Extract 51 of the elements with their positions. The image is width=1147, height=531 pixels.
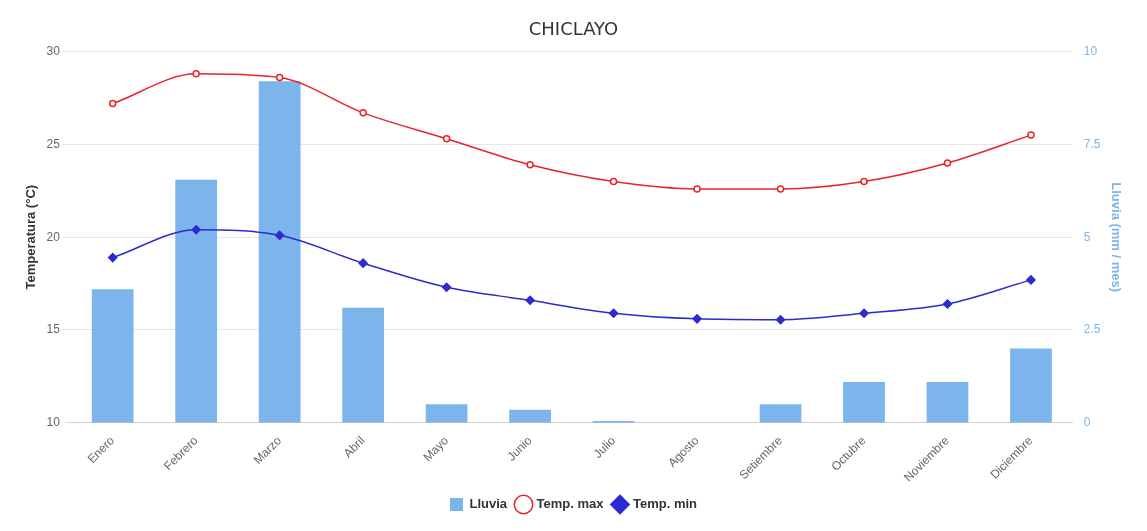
y-tick-label: 30 [46, 43, 61, 58]
point [692, 314, 702, 324]
bar [425, 404, 468, 423]
bar [258, 81, 301, 423]
point [274, 230, 285, 241]
bar [175, 179, 218, 423]
point [192, 70, 200, 78]
y2-tick-label: 2.5 [1083, 322, 1101, 337]
point [1027, 131, 1035, 139]
bar [926, 381, 969, 423]
point [358, 258, 368, 268]
point [775, 315, 786, 325]
y-tick-label: 15 [46, 322, 61, 337]
chart-title: CHICLAYO [528, 18, 619, 40]
point [943, 159, 952, 167]
point [441, 282, 452, 293]
point [776, 185, 785, 193]
y2-axis-title: Lluvia (mm / mes) [1108, 182, 1124, 293]
y2-tick-label: 0 [1083, 415, 1091, 430]
bar [509, 409, 551, 423]
y-tick-label: 10 [46, 415, 61, 430]
point [608, 308, 619, 319]
bar [759, 404, 802, 423]
point [1026, 275, 1036, 285]
point [693, 185, 701, 193]
y-tick-label: 25 [46, 136, 61, 151]
bar [342, 307, 384, 423]
point [442, 135, 451, 143]
point [526, 161, 534, 169]
point [859, 308, 869, 319]
legend-label: Lluvia [469, 496, 508, 512]
point [525, 295, 535, 306]
point [942, 299, 953, 309]
point [108, 99, 117, 108]
y2-tick-label: 7.5 [1083, 136, 1101, 151]
y-tick-label: 20 [46, 229, 61, 244]
point [107, 252, 118, 263]
point [275, 73, 284, 82]
legend-label: Temp. max [536, 496, 605, 512]
y-axis-title: Temperatura (°C) [23, 184, 39, 290]
point [860, 177, 868, 186]
point [359, 109, 367, 117]
y2-tick-label: 10 [1083, 43, 1098, 58]
x-tick-label: Julio [590, 433, 619, 461]
legend-label: Temp. min [632, 496, 698, 512]
y2-tick-label: 5 [1083, 229, 1091, 244]
point [609, 177, 618, 186]
bar [1010, 348, 1052, 423]
bar [91, 289, 134, 423]
point [191, 225, 201, 235]
bar [843, 381, 885, 423]
